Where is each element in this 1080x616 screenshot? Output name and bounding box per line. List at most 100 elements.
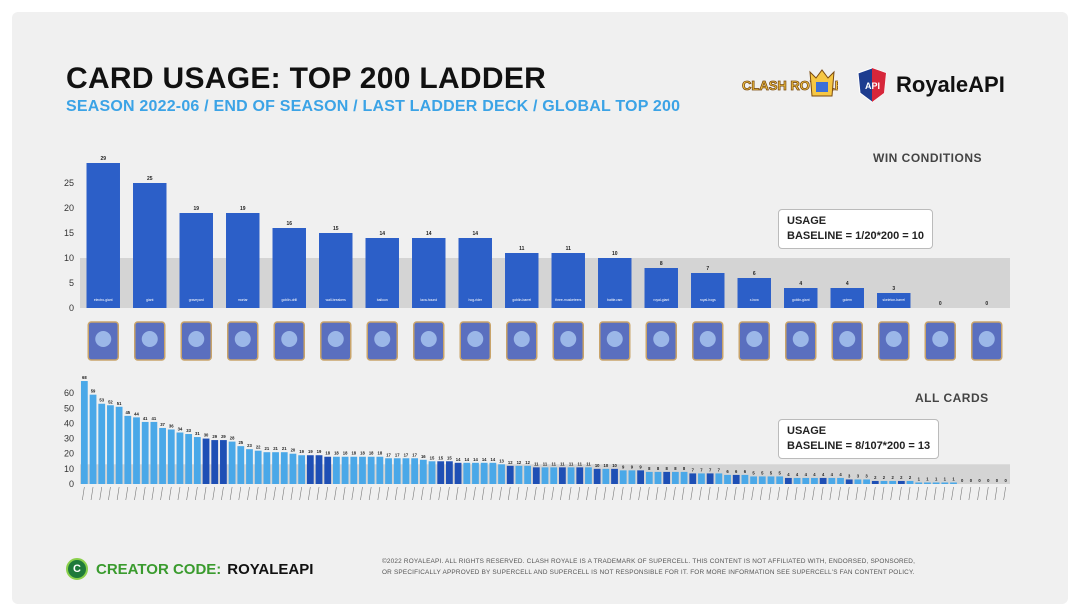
category-label: hog-rider <box>468 298 482 302</box>
y-tick-label: 10 <box>64 253 74 263</box>
x-tick-mark <box>368 486 372 501</box>
data-label: 2 <box>883 475 886 480</box>
data-label: 7 <box>700 467 703 472</box>
data-label: 45 <box>125 410 130 415</box>
bar <box>828 477 836 484</box>
category-label: giant <box>146 298 153 302</box>
data-label: 20 <box>291 448 296 453</box>
category-label: three-musketeers <box>555 298 582 302</box>
data-label: 11 <box>586 461 591 466</box>
x-tick-mark <box>90 486 94 501</box>
x-tick-mark <box>542 486 546 501</box>
bar <box>515 465 523 484</box>
data-label: 29 <box>212 434 217 439</box>
x-tick-mark <box>125 486 129 501</box>
x-tick-mark <box>699 486 702 501</box>
x-tick-mark <box>551 486 554 501</box>
win-conditions-usage-box: USAGE BASELINE = 1/20*200 = 10 <box>778 209 933 249</box>
data-label: 15 <box>333 226 339 232</box>
data-label: 15 <box>447 455 452 460</box>
bar <box>602 468 610 484</box>
data-label: 13 <box>499 458 504 463</box>
all-cards-usage-box: USAGE BASELINE = 8/107*200 = 13 <box>778 419 940 459</box>
disclaimer-line: ©2022 ROYALEAPI. ALL RIGHTS RESERVED. CL… <box>382 558 916 565</box>
bar <box>906 480 914 484</box>
data-label: 0 <box>996 478 999 483</box>
creator-code-icon: C <box>66 558 88 580</box>
category-label: goblin-giant <box>792 298 810 302</box>
x-tick-mark <box>855 486 859 501</box>
bar <box>489 462 497 484</box>
page-title: CARD USAGE: TOP 200 LADDER <box>66 62 547 95</box>
data-label: 4 <box>796 472 799 477</box>
bar <box>628 470 636 484</box>
bar <box>611 468 618 484</box>
data-label: 4 <box>831 472 834 477</box>
data-label: 52 <box>108 399 113 404</box>
bar <box>454 462 462 484</box>
x-tick-mark <box>725 486 728 501</box>
data-label: 14 <box>473 457 478 462</box>
data-label: 18 <box>325 451 330 456</box>
card-icon <box>645 321 677 361</box>
y-tick-label: 5 <box>69 278 74 288</box>
usage-label: USAGE <box>787 425 827 437</box>
bar <box>365 238 399 308</box>
bar <box>598 258 632 308</box>
data-label: 33 <box>186 428 191 433</box>
bar <box>637 470 644 484</box>
bar <box>472 462 479 484</box>
card-icon-art <box>792 331 809 347</box>
bar <box>306 455 314 484</box>
bar <box>593 468 601 484</box>
data-label: 14 <box>379 231 385 237</box>
y-tick-label: 50 <box>64 403 74 413</box>
bar <box>263 452 271 484</box>
bar <box>115 406 123 484</box>
bar <box>289 453 297 484</box>
x-tick-mark <box>942 486 946 501</box>
data-label: 11 <box>543 461 548 466</box>
x-tick-mark <box>820 486 824 501</box>
bar <box>871 480 879 484</box>
data-label: 0 <box>939 301 942 307</box>
data-label: 5 <box>779 470 782 475</box>
bar <box>411 458 419 484</box>
data-label: 8 <box>657 466 660 471</box>
data-label: 16 <box>421 454 426 459</box>
bar <box>350 456 358 484</box>
bar <box>505 253 539 308</box>
royaleapi-brand: RoyaleAPI <box>896 72 1005 97</box>
data-label: 8 <box>666 466 669 471</box>
data-label: 12 <box>508 460 513 465</box>
x-tick-mark <box>525 486 528 501</box>
bar <box>141 421 149 484</box>
bar <box>89 394 97 484</box>
x-tick-mark <box>499 486 502 501</box>
bar <box>341 456 349 484</box>
bar <box>619 470 627 484</box>
y-tick-label: 60 <box>64 388 74 398</box>
y-tick-label: 20 <box>64 449 74 459</box>
data-label: 18 <box>334 451 339 456</box>
x-tick-mark <box>794 486 798 501</box>
bar <box>412 238 446 308</box>
royaleapi-logo: API RoyaleAPI <box>856 67 1005 103</box>
bar <box>750 476 757 484</box>
data-label: 8 <box>683 466 686 471</box>
card-icon-art <box>374 331 391 347</box>
category-label: x-bow <box>750 298 760 302</box>
bar <box>644 268 678 308</box>
baseline-label: BASELINE = 1/20*200 = 10 <box>787 230 924 242</box>
x-tick-mark <box>186 486 189 501</box>
x-tick-mark <box>281 486 285 501</box>
creator-code-value: ROYALEAPI <box>227 560 314 578</box>
bar <box>506 465 514 484</box>
data-label: 10 <box>612 463 617 468</box>
data-label: 1 <box>935 476 938 481</box>
data-label: 14 <box>491 457 496 462</box>
category-label: goblin-barrel <box>512 298 531 302</box>
data-label: 10 <box>604 463 609 468</box>
x-tick-mark <box>212 486 216 501</box>
bar <box>830 288 864 308</box>
